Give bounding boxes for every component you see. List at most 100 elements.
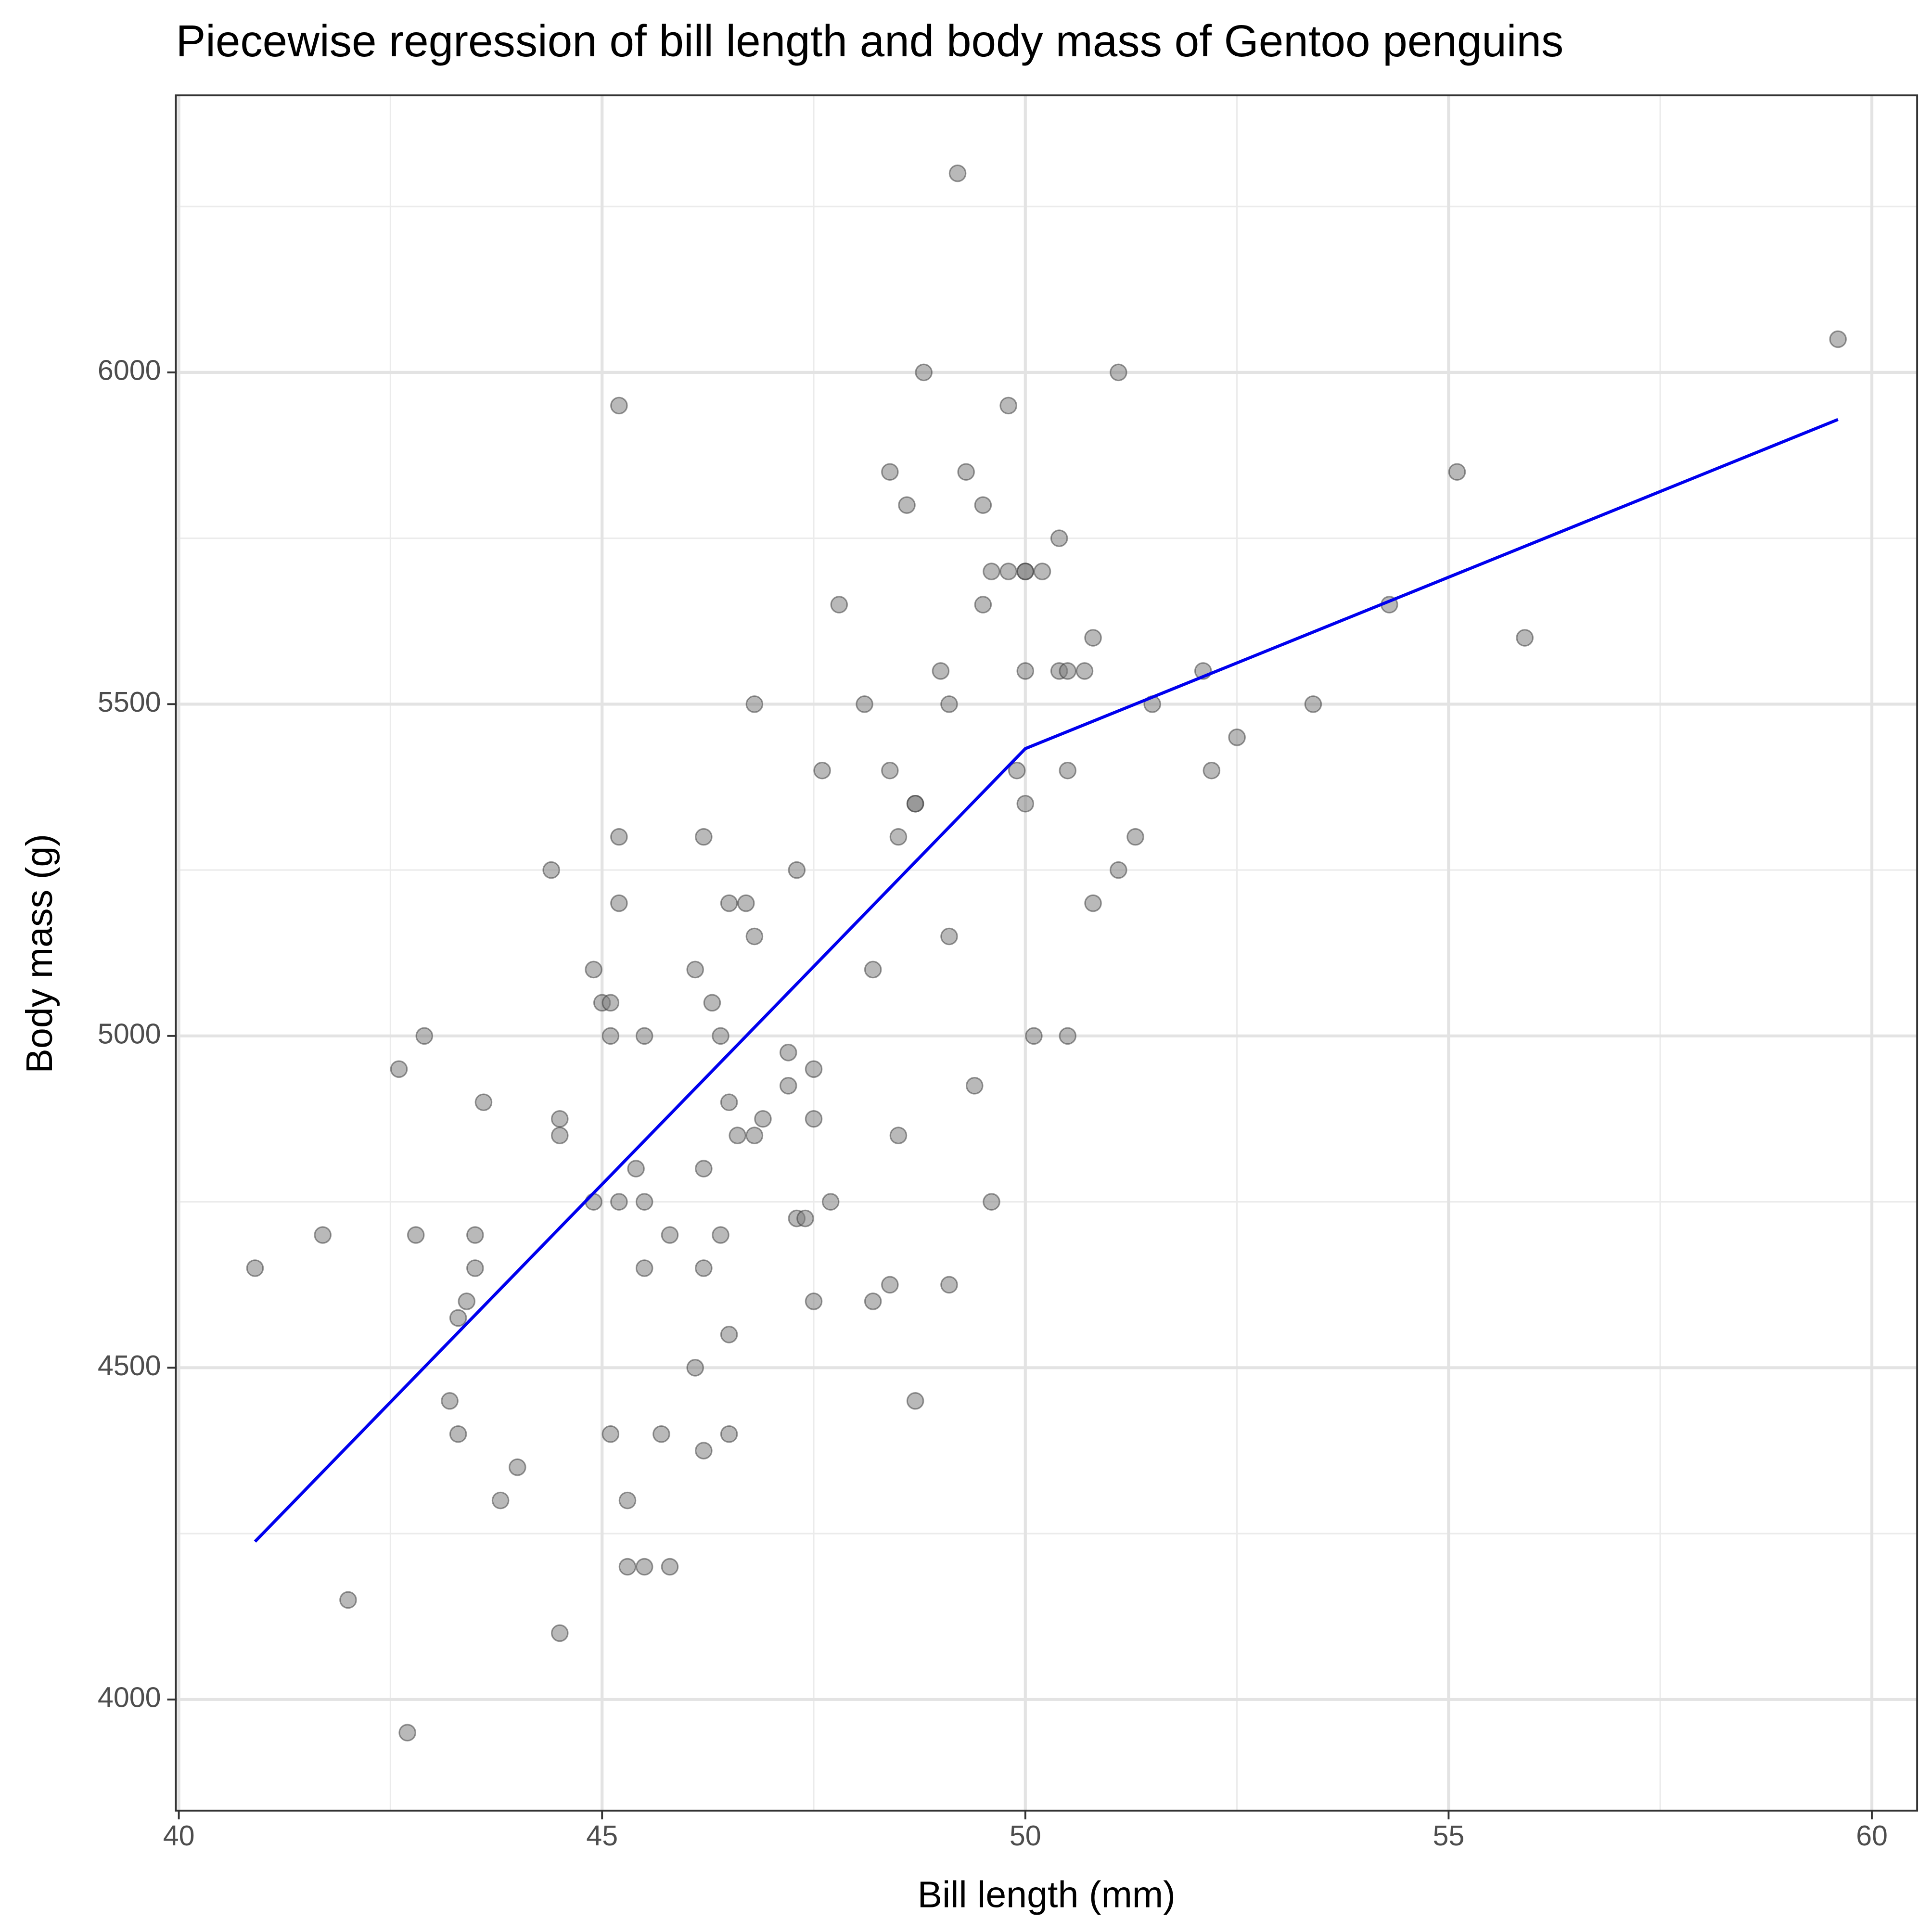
point bbox=[246, 1259, 264, 1277]
point bbox=[745, 1126, 764, 1144]
point bbox=[474, 1093, 493, 1112]
point bbox=[856, 695, 873, 713]
panel-border bbox=[175, 94, 1919, 1812]
point bbox=[449, 1309, 467, 1327]
point bbox=[965, 1076, 984, 1095]
point bbox=[1016, 563, 1035, 580]
point bbox=[1008, 761, 1026, 780]
point bbox=[932, 662, 950, 680]
point bbox=[635, 1259, 653, 1277]
point bbox=[1228, 729, 1246, 746]
x-tick-label: 55 bbox=[1433, 1819, 1464, 1852]
point bbox=[695, 828, 713, 846]
point bbox=[339, 1591, 357, 1609]
point bbox=[415, 1027, 434, 1045]
point bbox=[983, 1193, 1000, 1211]
point bbox=[881, 1276, 899, 1294]
point bbox=[940, 1276, 958, 1294]
y-tick-label: 4500 bbox=[98, 1349, 161, 1382]
x-tick-label: 60 bbox=[1856, 1819, 1888, 1852]
point bbox=[830, 596, 848, 614]
point bbox=[1025, 1027, 1043, 1045]
grid bbox=[176, 95, 1918, 1811]
point bbox=[881, 761, 899, 780]
point bbox=[314, 1226, 332, 1244]
point bbox=[948, 164, 967, 182]
point bbox=[1203, 761, 1221, 780]
point bbox=[906, 794, 924, 813]
point bbox=[720, 1093, 738, 1112]
point bbox=[720, 894, 738, 912]
y-tick-label: 5500 bbox=[98, 686, 161, 718]
point bbox=[788, 861, 806, 879]
point bbox=[550, 1110, 569, 1128]
y-axis-label: Body mass (g) bbox=[19, 834, 60, 1074]
point bbox=[864, 1292, 882, 1310]
point bbox=[1059, 662, 1077, 680]
point bbox=[805, 1060, 823, 1078]
point bbox=[898, 496, 916, 514]
point bbox=[957, 463, 975, 481]
point bbox=[805, 1110, 823, 1128]
point bbox=[1829, 330, 1847, 348]
point bbox=[1059, 1027, 1077, 1045]
point bbox=[686, 1359, 704, 1377]
point bbox=[695, 1160, 713, 1177]
point bbox=[542, 861, 560, 879]
point bbox=[618, 1491, 637, 1510]
point bbox=[449, 1425, 467, 1443]
point bbox=[999, 563, 1017, 580]
point bbox=[550, 1624, 569, 1642]
point bbox=[653, 1425, 670, 1443]
point bbox=[695, 1259, 713, 1277]
point bbox=[441, 1392, 459, 1410]
point bbox=[635, 1027, 653, 1045]
point bbox=[779, 1044, 797, 1062]
y-tick-label: 5000 bbox=[98, 1017, 161, 1049]
point bbox=[805, 1292, 823, 1310]
point bbox=[610, 894, 628, 912]
point bbox=[458, 1292, 476, 1310]
point bbox=[601, 994, 620, 1012]
point bbox=[1084, 894, 1102, 912]
point bbox=[712, 1226, 729, 1244]
x-tick-label: 50 bbox=[1010, 1819, 1041, 1852]
point bbox=[720, 1326, 738, 1343]
point bbox=[585, 1193, 602, 1211]
point bbox=[550, 1126, 569, 1144]
point bbox=[974, 496, 992, 514]
point bbox=[1126, 828, 1144, 846]
point bbox=[754, 1110, 772, 1128]
point bbox=[635, 1193, 653, 1211]
point bbox=[1016, 662, 1035, 680]
chart-title: Piecewise regression of bill length and … bbox=[176, 16, 1563, 66]
x-tick-label: 45 bbox=[586, 1819, 618, 1852]
marks bbox=[246, 164, 1847, 1742]
point bbox=[1075, 662, 1094, 680]
point bbox=[661, 1558, 679, 1576]
point bbox=[703, 994, 721, 1012]
point bbox=[627, 1160, 645, 1177]
point bbox=[889, 1126, 908, 1144]
point bbox=[1110, 861, 1127, 879]
point bbox=[940, 695, 958, 713]
point bbox=[1304, 695, 1322, 713]
point bbox=[1033, 563, 1051, 580]
point bbox=[635, 1558, 653, 1576]
point bbox=[585, 960, 602, 979]
point bbox=[864, 960, 882, 979]
point bbox=[779, 1076, 797, 1095]
x-axis-label: Bill length (mm) bbox=[918, 1874, 1176, 1915]
point bbox=[407, 1226, 425, 1244]
point bbox=[491, 1491, 510, 1510]
axes: 40 45 50 55 60 4000 4500 5000 5500 6000 bbox=[98, 354, 1888, 1852]
y-tick-label: 6000 bbox=[98, 354, 161, 386]
point bbox=[813, 761, 831, 780]
point bbox=[889, 828, 908, 846]
point bbox=[745, 695, 764, 713]
point bbox=[940, 927, 958, 946]
point bbox=[712, 1027, 729, 1045]
point bbox=[601, 1425, 620, 1443]
point bbox=[695, 1442, 713, 1459]
